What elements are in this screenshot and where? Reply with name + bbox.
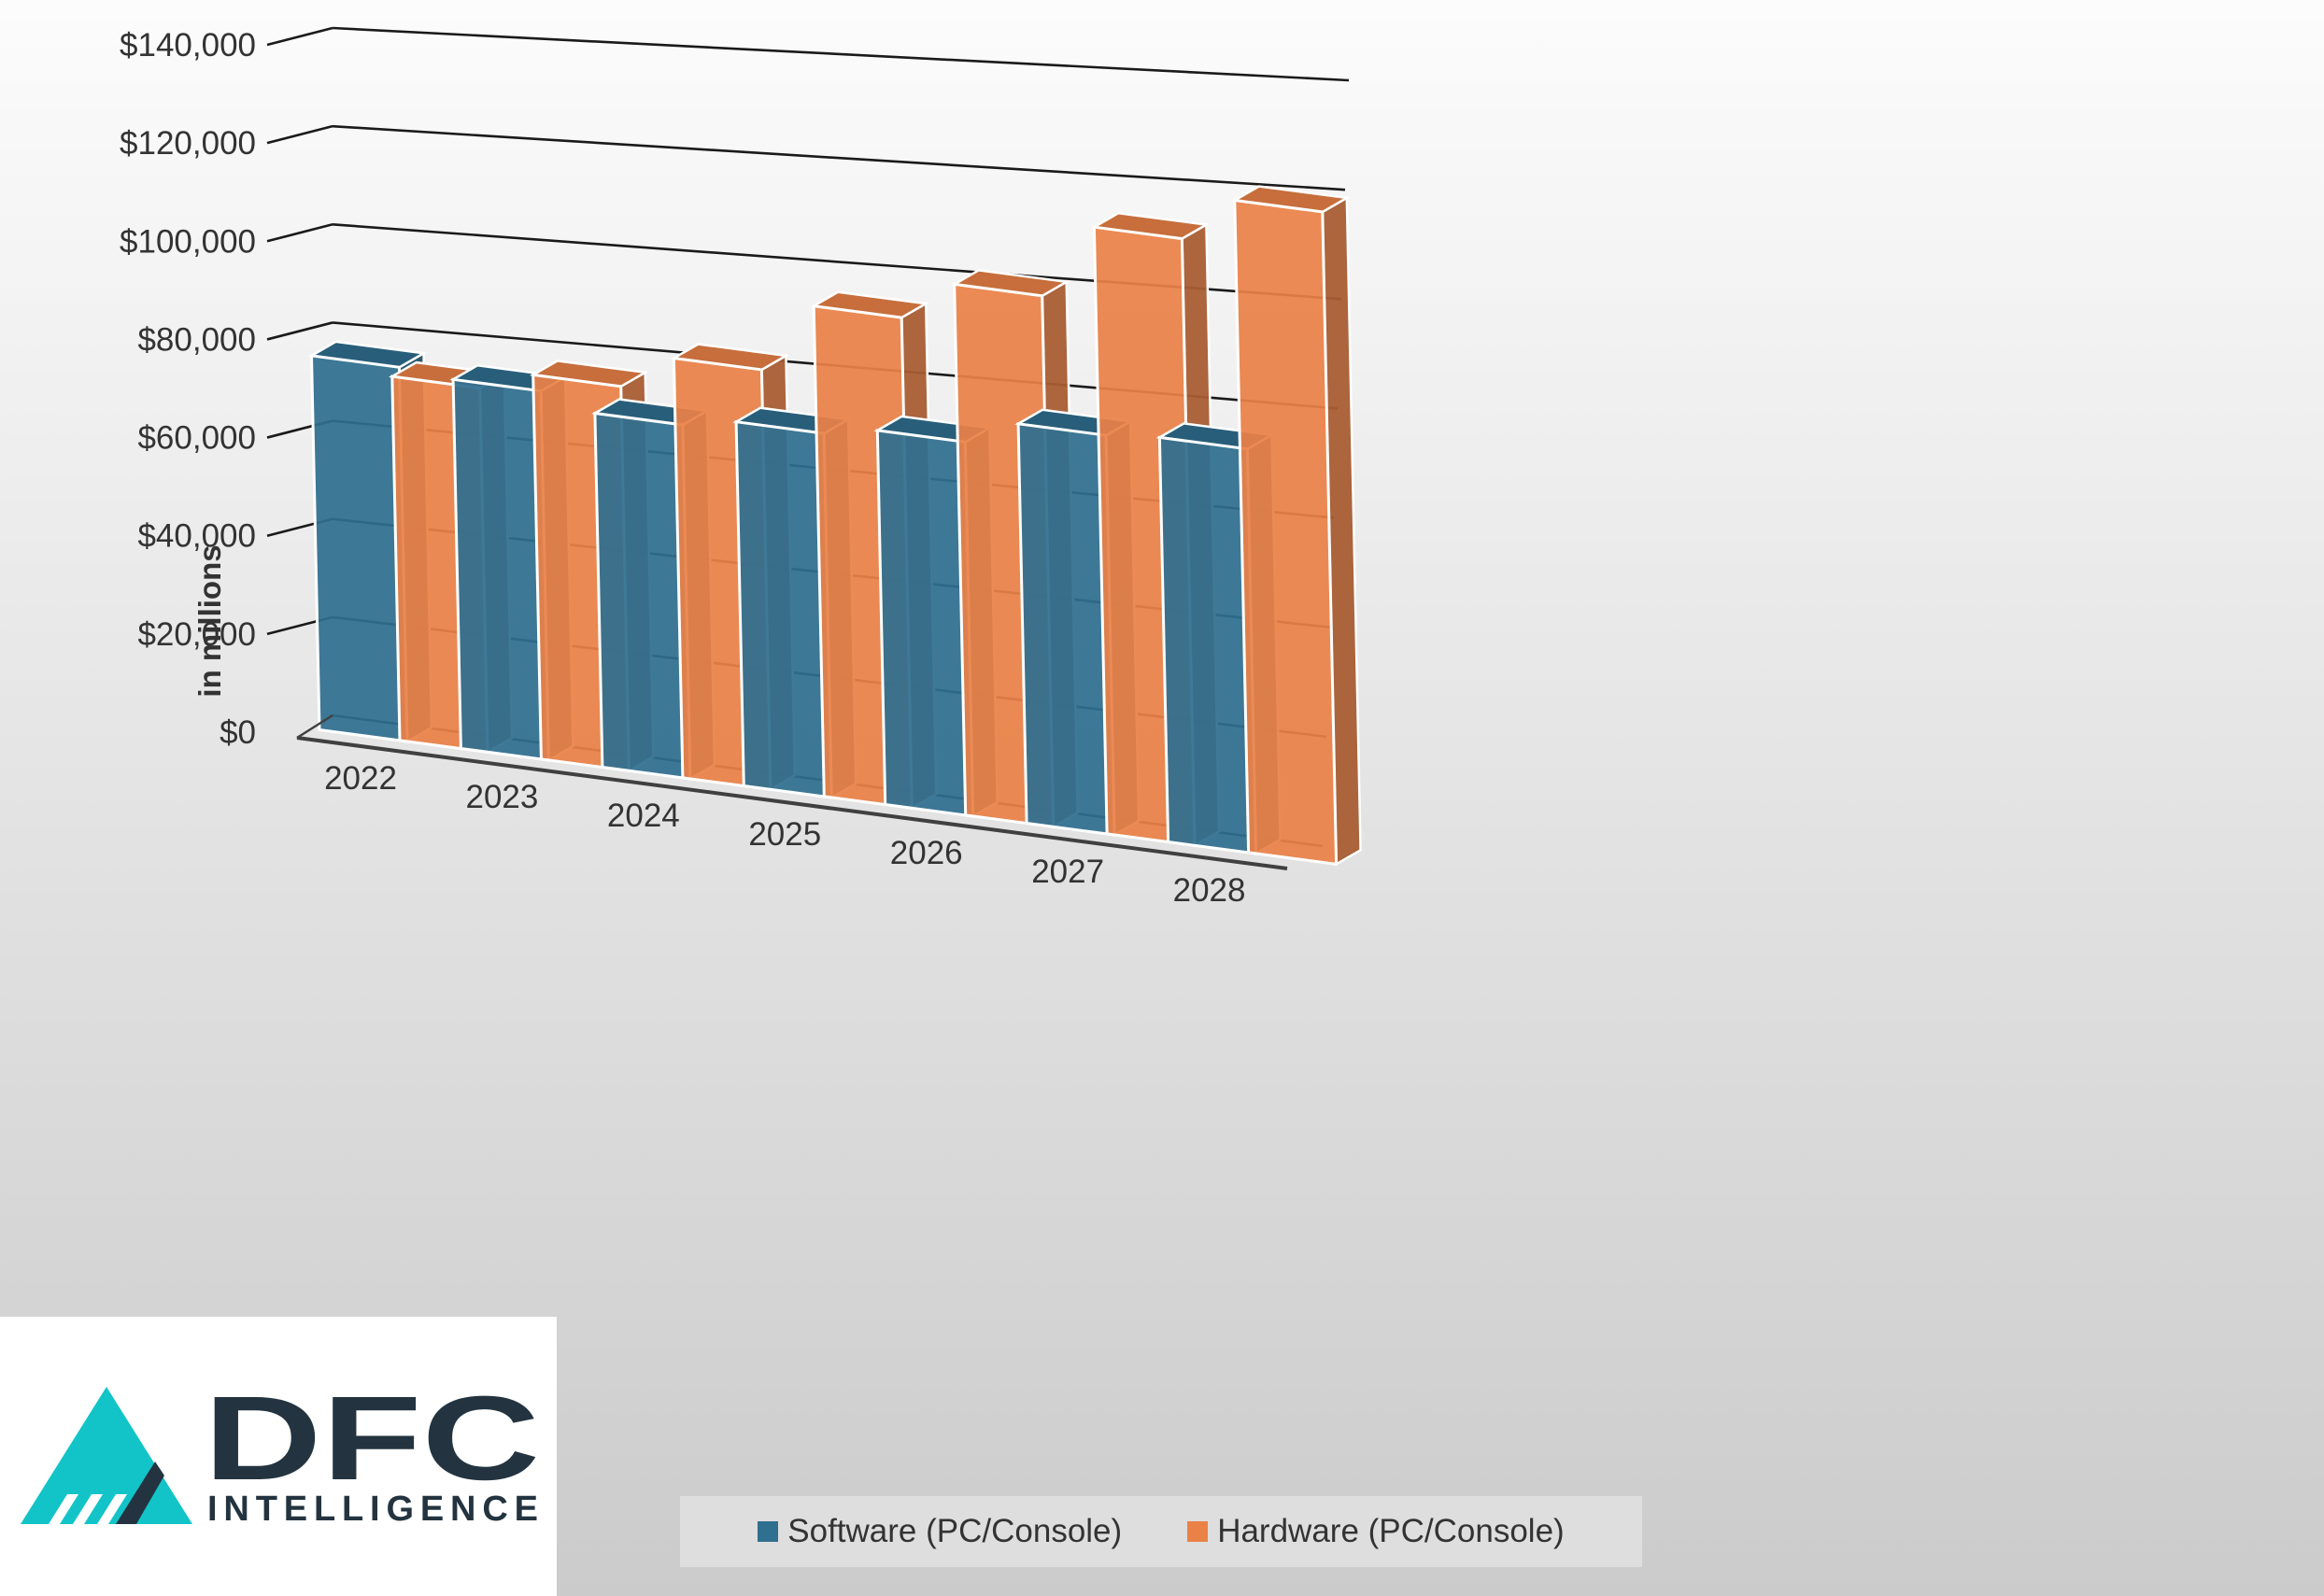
logo-wordmark: DFC bbox=[204, 1372, 540, 1505]
bar bbox=[1230, 185, 1362, 867]
logo-subtitle: INTELLIGENCE bbox=[207, 1490, 538, 1529]
y-tick-label: $100,000 bbox=[120, 223, 256, 260]
gridline-side bbox=[266, 124, 333, 145]
bar-front bbox=[1233, 198, 1339, 867]
floor-edge bbox=[296, 713, 333, 740]
legend-swatch-software bbox=[758, 1521, 779, 1542]
y-tick-label: $120,000 bbox=[120, 125, 256, 162]
x-tick-label: 2024 bbox=[607, 798, 680, 834]
legend-label-hardware: Hardware (PC/Console) bbox=[1217, 1513, 1565, 1549]
y-axis-title: in millions bbox=[192, 544, 227, 697]
x-tick-label: 2027 bbox=[1031, 854, 1104, 890]
gridline-side bbox=[266, 321, 333, 341]
x-tick-label: 2022 bbox=[324, 760, 397, 797]
x-tick-label: 2028 bbox=[1173, 872, 1246, 909]
logo-triangle-icon bbox=[21, 1387, 192, 1524]
x-axis-line bbox=[296, 736, 1288, 870]
y-tick-label: $80,000 bbox=[137, 321, 256, 358]
y-tick-label: $20,000 bbox=[137, 616, 256, 653]
bar-front bbox=[309, 354, 409, 743]
gridline bbox=[332, 26, 1350, 82]
y-tick-label: $60,000 bbox=[137, 420, 256, 457]
y-tick-label: $140,000 bbox=[120, 27, 256, 64]
gridline-side bbox=[266, 26, 333, 47]
y-tick-label: $0 bbox=[220, 714, 256, 751]
gridline bbox=[332, 124, 1346, 191]
y-tick-label: $40,000 bbox=[137, 518, 256, 555]
x-tick-label: 2023 bbox=[465, 779, 538, 815]
chart-legend: Software (PC/Console) Hardware (PC/Conso… bbox=[680, 1496, 1642, 1567]
dfc-intelligence-logo: DFC INTELLIGENCE bbox=[0, 1317, 557, 1596]
gridline-side bbox=[266, 223, 333, 243]
x-tick-label: 2025 bbox=[748, 816, 821, 853]
legend-swatch-hardware bbox=[1187, 1521, 1209, 1542]
x-tick-label: 2026 bbox=[890, 835, 963, 871]
legend-item-hardware: Hardware (PC/Console) bbox=[1187, 1513, 1565, 1550]
legend-label-software: Software (PC/Console) bbox=[787, 1513, 1123, 1549]
legend-item-software: Software (PC/Console) bbox=[758, 1513, 1122, 1550]
